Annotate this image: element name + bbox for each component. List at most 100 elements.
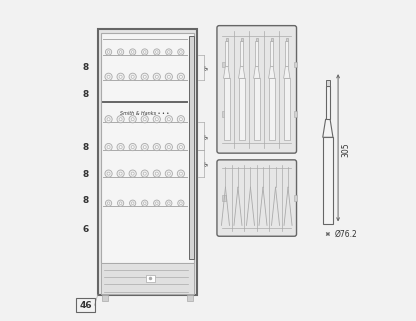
Circle shape bbox=[129, 200, 136, 206]
Circle shape bbox=[141, 170, 149, 177]
Circle shape bbox=[117, 116, 124, 123]
Text: 8: 8 bbox=[82, 143, 89, 152]
Circle shape bbox=[166, 49, 172, 55]
Circle shape bbox=[129, 170, 136, 177]
Circle shape bbox=[141, 49, 148, 55]
Circle shape bbox=[105, 143, 112, 151]
FancyBboxPatch shape bbox=[217, 160, 297, 236]
Bar bbox=[223, 111, 225, 117]
Text: 46: 46 bbox=[79, 301, 92, 310]
Bar bbox=[294, 195, 297, 201]
Circle shape bbox=[107, 202, 110, 204]
Circle shape bbox=[131, 51, 134, 53]
Text: 8: 8 bbox=[82, 169, 89, 178]
Bar bbox=[102, 295, 108, 301]
Polygon shape bbox=[284, 66, 290, 78]
Circle shape bbox=[129, 49, 136, 55]
Circle shape bbox=[144, 202, 146, 204]
Circle shape bbox=[119, 145, 122, 149]
Text: 8: 8 bbox=[82, 64, 89, 73]
Bar bbox=[146, 275, 155, 282]
Circle shape bbox=[131, 75, 134, 78]
Circle shape bbox=[153, 73, 161, 80]
Circle shape bbox=[177, 143, 184, 151]
Bar bbox=[270, 38, 273, 41]
Bar bbox=[225, 38, 228, 41]
Circle shape bbox=[141, 116, 149, 123]
Circle shape bbox=[119, 202, 122, 204]
Circle shape bbox=[165, 143, 173, 151]
Bar bbox=[223, 62, 225, 67]
Bar bbox=[269, 78, 275, 140]
Bar bbox=[255, 41, 258, 66]
Circle shape bbox=[107, 172, 110, 175]
Bar bbox=[326, 86, 330, 119]
Text: 9": 9" bbox=[205, 64, 210, 70]
Circle shape bbox=[105, 170, 112, 177]
Bar bbox=[240, 41, 243, 66]
Circle shape bbox=[117, 170, 124, 177]
Text: 8: 8 bbox=[82, 196, 89, 205]
Circle shape bbox=[129, 143, 136, 151]
Text: 8: 8 bbox=[82, 90, 89, 99]
Text: Smith & Hanks • • •: Smith & Hanks • • • bbox=[120, 110, 169, 116]
Bar bbox=[270, 41, 273, 66]
Text: 305: 305 bbox=[341, 142, 350, 157]
Circle shape bbox=[119, 172, 122, 175]
Circle shape bbox=[107, 75, 110, 78]
Bar bbox=[284, 78, 290, 140]
Circle shape bbox=[155, 145, 158, 149]
Circle shape bbox=[141, 143, 149, 151]
Bar bbox=[223, 195, 225, 201]
Circle shape bbox=[177, 116, 184, 123]
Bar bbox=[189, 36, 193, 259]
Circle shape bbox=[168, 202, 170, 204]
Circle shape bbox=[179, 75, 182, 78]
Circle shape bbox=[167, 118, 170, 121]
Bar bbox=[223, 78, 230, 140]
Text: 9": 9" bbox=[205, 133, 210, 139]
Circle shape bbox=[107, 118, 110, 121]
Circle shape bbox=[131, 202, 134, 204]
Circle shape bbox=[177, 170, 184, 177]
Circle shape bbox=[119, 118, 122, 121]
Polygon shape bbox=[223, 66, 230, 78]
Circle shape bbox=[165, 116, 173, 123]
Bar bbox=[187, 295, 193, 301]
Circle shape bbox=[153, 143, 161, 151]
Circle shape bbox=[119, 51, 122, 53]
Circle shape bbox=[105, 200, 111, 206]
Circle shape bbox=[117, 49, 124, 55]
Circle shape bbox=[167, 172, 170, 175]
Polygon shape bbox=[269, 66, 275, 78]
Circle shape bbox=[155, 118, 158, 121]
Circle shape bbox=[180, 51, 182, 53]
Circle shape bbox=[131, 172, 134, 175]
Bar bbox=[101, 263, 193, 294]
Bar bbox=[294, 62, 297, 67]
Bar bbox=[98, 30, 197, 295]
Circle shape bbox=[105, 49, 111, 55]
Text: Ø76.2: Ø76.2 bbox=[334, 230, 357, 239]
Circle shape bbox=[156, 51, 158, 53]
Circle shape bbox=[154, 200, 160, 206]
Bar bbox=[254, 78, 260, 140]
Circle shape bbox=[141, 73, 149, 80]
Circle shape bbox=[107, 51, 110, 53]
Bar bbox=[255, 38, 258, 41]
Circle shape bbox=[179, 118, 182, 121]
Circle shape bbox=[117, 200, 124, 206]
Circle shape bbox=[180, 202, 182, 204]
Bar bbox=[285, 41, 288, 66]
Circle shape bbox=[167, 75, 170, 78]
Circle shape bbox=[129, 116, 136, 123]
Circle shape bbox=[105, 116, 112, 123]
Circle shape bbox=[165, 73, 173, 80]
Circle shape bbox=[166, 200, 172, 206]
Circle shape bbox=[129, 73, 136, 80]
Circle shape bbox=[105, 73, 112, 80]
Circle shape bbox=[154, 49, 160, 55]
Bar bbox=[225, 41, 228, 66]
Circle shape bbox=[143, 75, 146, 78]
Bar bbox=[325, 80, 330, 86]
